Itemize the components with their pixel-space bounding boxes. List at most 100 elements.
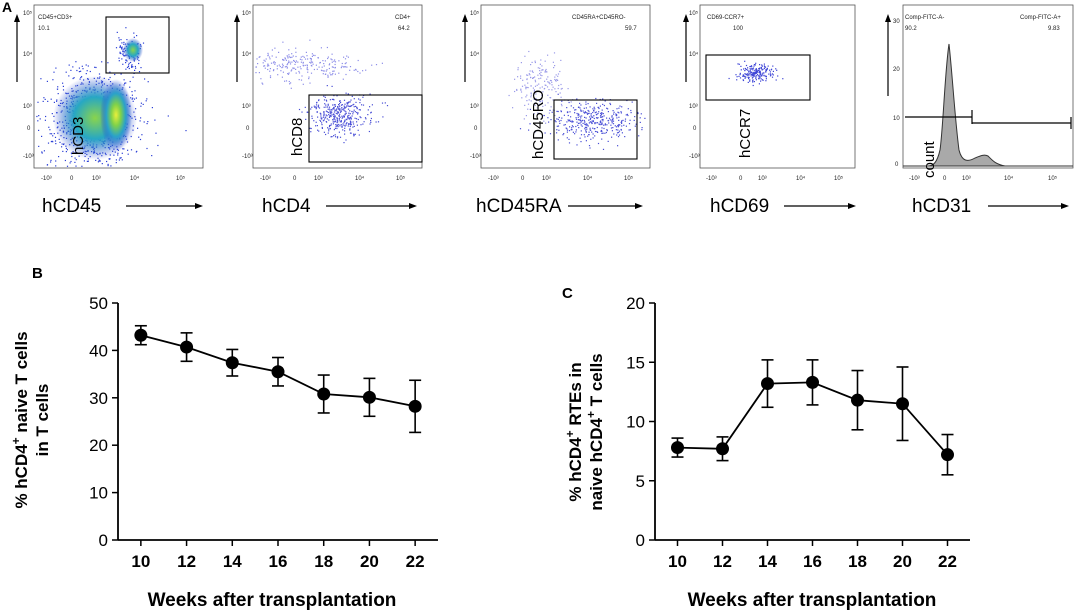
event-dot (546, 78, 548, 80)
event-dot (625, 125, 627, 127)
event-dot (278, 51, 280, 53)
event-dot (309, 57, 311, 59)
event-dot (51, 133, 53, 135)
event-dot (281, 67, 283, 69)
event-dot (371, 104, 373, 106)
event-dot (57, 93, 59, 95)
event-dot (756, 74, 759, 76)
event-dot (541, 103, 543, 105)
event-dot (545, 84, 547, 86)
x-tick: 10⁵ (1048, 175, 1058, 182)
event-dot (556, 118, 558, 120)
event-dot (619, 105, 621, 107)
event-dot (52, 79, 54, 81)
event-dot (742, 75, 744, 77)
event-dot (311, 115, 313, 117)
event-dot (324, 60, 326, 62)
event-dot (526, 74, 528, 76)
event-dot (128, 62, 130, 64)
event-dot (45, 115, 47, 118)
x-tick-label: 20 (360, 552, 379, 571)
event-dot (344, 106, 346, 108)
event-dot (533, 103, 535, 105)
event-dot (370, 117, 372, 120)
event-dot (284, 66, 286, 68)
event-dot (72, 77, 74, 80)
event-dot (334, 61, 337, 63)
event-dot (522, 79, 524, 81)
y-axis-label: hCCR7 (737, 109, 754, 158)
event-dot (351, 115, 353, 117)
event-dot (106, 160, 108, 163)
event-dot (557, 87, 559, 90)
event-dot (370, 120, 372, 122)
event-dot (758, 74, 760, 77)
event-dot (602, 148, 605, 150)
event-dot (614, 125, 616, 127)
event-dot (336, 119, 339, 121)
event-dot (621, 120, 623, 122)
event-dot (590, 113, 592, 115)
x-tick: 10⁴ (1004, 175, 1014, 182)
event-dot (574, 112, 576, 114)
event-dot (334, 117, 336, 119)
event-dot (140, 105, 142, 107)
event-dot (611, 136, 613, 138)
event-dot (331, 109, 333, 111)
event-dot (119, 52, 121, 54)
event-dot (330, 74, 332, 76)
event-dot (527, 108, 529, 110)
event-dot (641, 127, 643, 129)
x-tick: 10³ (314, 176, 323, 182)
event-dot (523, 118, 525, 120)
event-dot (323, 115, 325, 117)
event-dot (579, 119, 581, 121)
event-dot (617, 124, 620, 126)
event-dot (754, 64, 756, 66)
panel-letter-b: B (32, 265, 43, 282)
event-dot (622, 119, 624, 121)
event-dot (134, 90, 136, 92)
event-dot (753, 65, 755, 67)
event-dot (317, 104, 320, 106)
event-dot (311, 117, 313, 119)
event-dot (53, 71, 55, 73)
event-dot (336, 121, 338, 123)
event-dot (548, 82, 550, 84)
event-dot (349, 125, 351, 128)
event-dot (631, 101, 633, 103)
event-dot (771, 68, 773, 70)
event-dot (637, 111, 639, 114)
event-dot (758, 77, 760, 80)
event-dot (300, 79, 303, 81)
event-dot (288, 80, 290, 83)
event-dot (742, 79, 745, 82)
event-dot (327, 108, 329, 110)
event-dot (541, 101, 543, 103)
event-dot (630, 109, 632, 112)
event-dot (635, 123, 637, 125)
event-dot (336, 108, 338, 110)
event-dot (752, 67, 755, 69)
event-dot (130, 61, 132, 64)
y-axis-label: hCD45RO (530, 90, 547, 159)
event-dot (582, 110, 584, 112)
event-dot (621, 106, 623, 108)
event-dot (295, 61, 297, 63)
event-dot (140, 102, 142, 104)
event-dot (344, 130, 346, 132)
event-dot (269, 75, 272, 77)
event-dot (608, 117, 611, 119)
event-dot (330, 114, 332, 116)
event-dot (302, 61, 304, 63)
event-dot (559, 92, 561, 94)
event-dot (268, 65, 270, 67)
event-dot (350, 118, 352, 120)
event-dot (331, 98, 333, 100)
event-dot (118, 159, 120, 161)
event-dot (583, 134, 585, 136)
data-point (806, 375, 819, 389)
event-dot (270, 62, 273, 64)
event-dot (362, 104, 365, 106)
event-dot (290, 56, 292, 59)
